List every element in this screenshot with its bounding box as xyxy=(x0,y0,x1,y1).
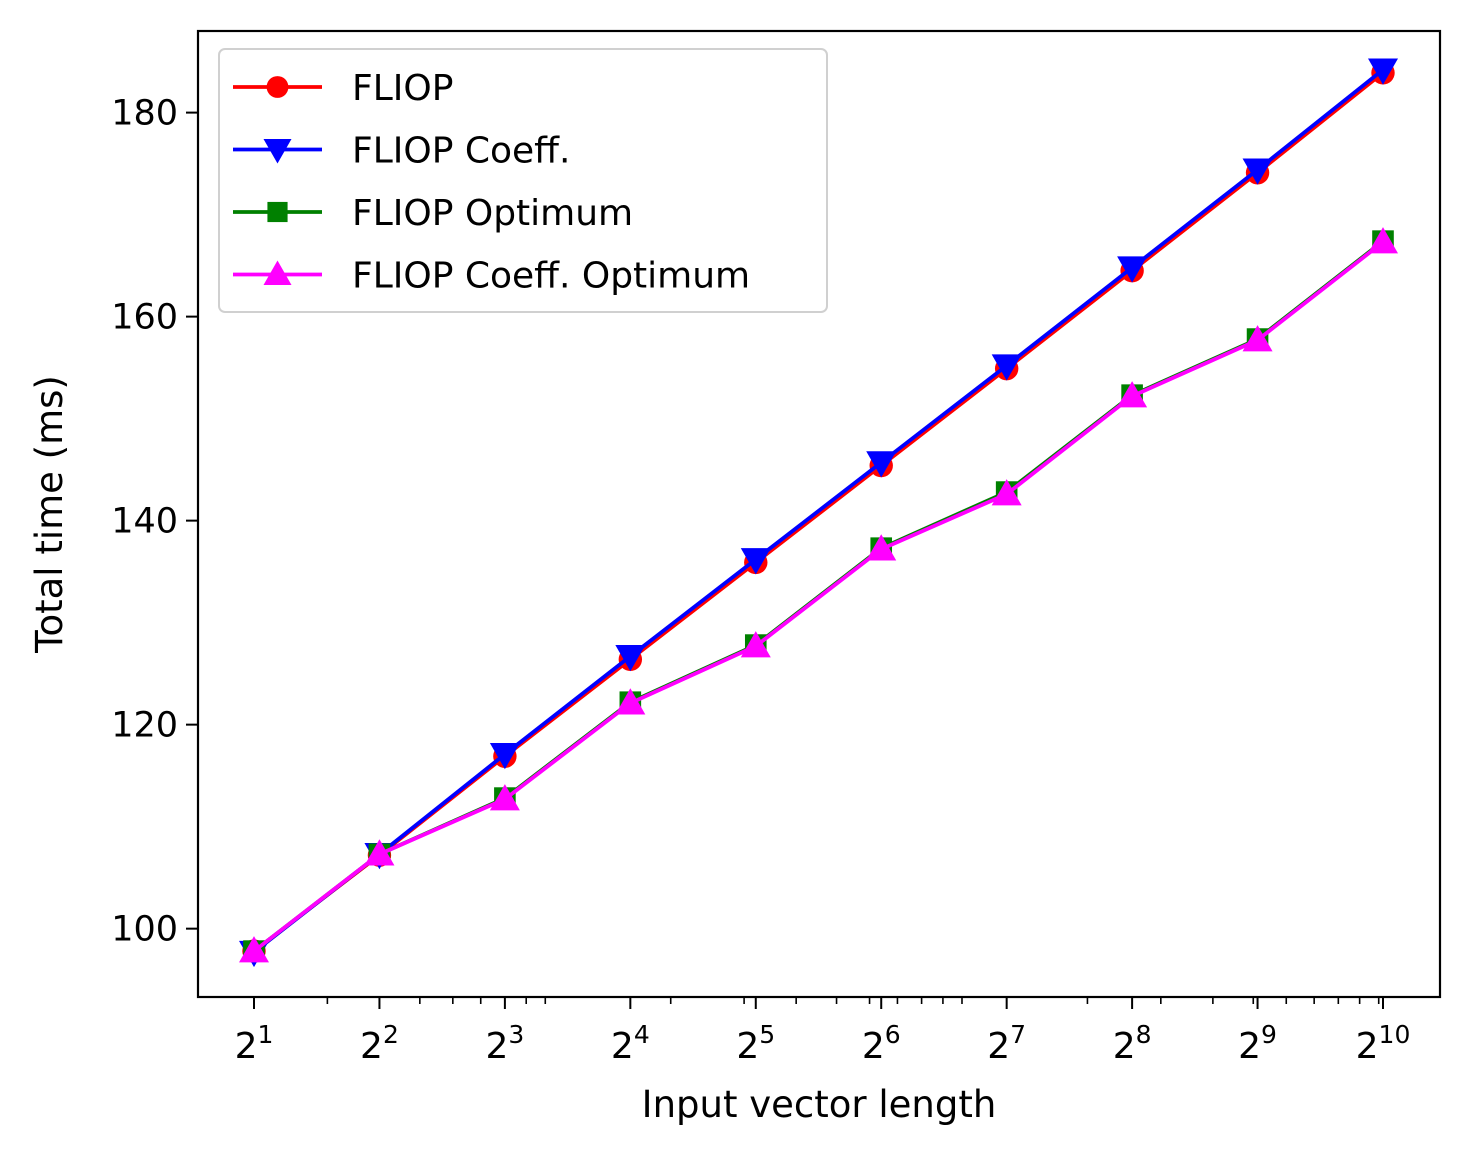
data-point xyxy=(1368,58,1398,85)
data-point xyxy=(1368,227,1398,254)
legend-entry: FLIOP Coeff. xyxy=(233,131,570,172)
data-point xyxy=(1117,381,1148,408)
data-point xyxy=(489,742,520,770)
data-point xyxy=(866,534,897,561)
legend-marker xyxy=(266,76,289,98)
legend-marker xyxy=(267,201,288,223)
x-tick-label: 210 xyxy=(1356,1020,1411,1067)
data-point xyxy=(1242,325,1273,352)
data-point xyxy=(1242,158,1273,185)
data-point xyxy=(364,839,395,866)
y-tick-label: 160 xyxy=(111,298,178,338)
y-tick-label: 180 xyxy=(111,94,178,134)
legend-entry: FLIOP Coeff. Optimum xyxy=(233,256,750,297)
legend-label: FLIOP xyxy=(352,68,453,109)
x-tick-label: 24 xyxy=(611,1020,650,1067)
data-point xyxy=(615,645,646,672)
legend-box xyxy=(218,48,828,313)
legend-marker xyxy=(263,139,292,164)
legend-entry: FLIOP Optimum xyxy=(233,193,633,234)
data-point xyxy=(489,784,520,811)
x-tick-label: 27 xyxy=(987,1020,1026,1067)
y-tick-label: 100 xyxy=(111,910,178,950)
x-tick-label: 21 xyxy=(235,1020,274,1067)
plot-frame xyxy=(196,29,1442,999)
y-tick-label: 120 xyxy=(111,706,178,746)
legend: FLIOP FLIOP Coeff. FLIOP Optimum FLIOP Coef… xyxy=(218,48,828,313)
data-point xyxy=(991,479,1022,506)
y-axis-label: Total time (ms) xyxy=(28,375,71,654)
x-tick-label: 22 xyxy=(360,1020,399,1067)
x-tick-label: 26 xyxy=(862,1020,901,1067)
series-line xyxy=(252,68,1385,954)
x-axis: 21 22 23 24 25 26 27 28 29 210 xyxy=(235,997,1411,1067)
x-tick-label: 29 xyxy=(1238,1020,1277,1067)
x-tick-label: 23 xyxy=(485,1020,524,1067)
series-3 xyxy=(239,227,1398,963)
y-tick-label: 140 xyxy=(111,502,178,542)
data-point xyxy=(740,548,771,575)
data-point xyxy=(615,688,646,715)
data-point xyxy=(239,936,269,963)
x-tick-label: 25 xyxy=(736,1020,775,1067)
data-point xyxy=(740,631,771,658)
plot-area xyxy=(239,58,1398,968)
y-axis: 100 120 140 160 180 xyxy=(111,94,198,950)
data-point xyxy=(1117,256,1148,283)
series-line xyxy=(252,240,1385,953)
legend-entry: FLIOP xyxy=(233,68,453,109)
data-point xyxy=(991,354,1022,381)
legend-label: FLIOP Coeff. Optimum xyxy=(352,256,750,297)
data-point xyxy=(866,451,897,478)
legend-label: FLIOP Coeff. xyxy=(352,131,570,172)
x-axis-label: Input vector length xyxy=(642,1083,997,1126)
legend-marker xyxy=(263,260,292,285)
x-tick-label: 28 xyxy=(1113,1020,1152,1067)
legend-label: FLIOP Optimum xyxy=(352,193,633,234)
